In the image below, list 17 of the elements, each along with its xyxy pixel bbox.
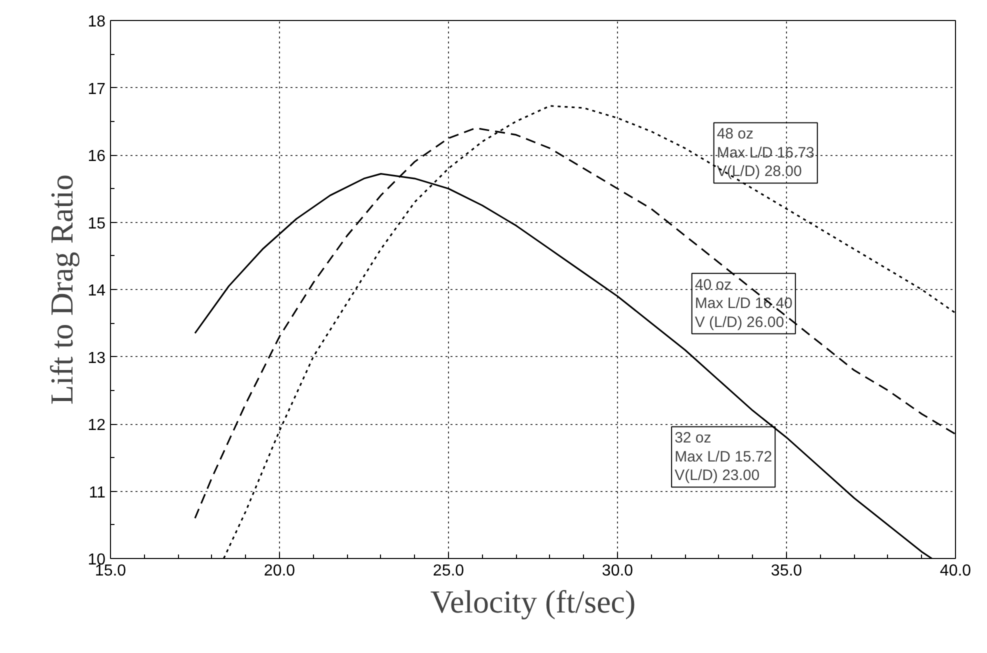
annotation: 32 oz Max L/D 15.72 V(L/D) 23.00 — [674, 430, 772, 484]
y-tick-label: 17 — [88, 80, 106, 98]
annotation: 40 oz Max L/D 16.40 V (L/D) 26.00 — [694, 276, 792, 331]
y-tick-label: 16 — [88, 148, 106, 165]
y-tick-label: 15 — [88, 215, 106, 232]
y-tick-label: 14 — [88, 282, 106, 300]
y-tick-label: 11 — [88, 484, 106, 502]
y-tick-label: 13 — [88, 350, 106, 367]
x-tick-label: 30.0 — [602, 562, 634, 580]
x-tick-label: 20.0 — [264, 562, 296, 580]
x-axis-title: Velocity (ft/sec) — [430, 584, 636, 620]
y-tick-label: 12 — [88, 417, 106, 434]
x-tick-label: 35.0 — [770, 562, 802, 580]
y-axis-title: Lift to Drag Ratio — [44, 174, 80, 405]
x-tick-label: 40.0 — [940, 562, 972, 580]
x-tick-label: 25.0 — [432, 562, 464, 580]
y-tick-label: 18 — [88, 14, 106, 30]
